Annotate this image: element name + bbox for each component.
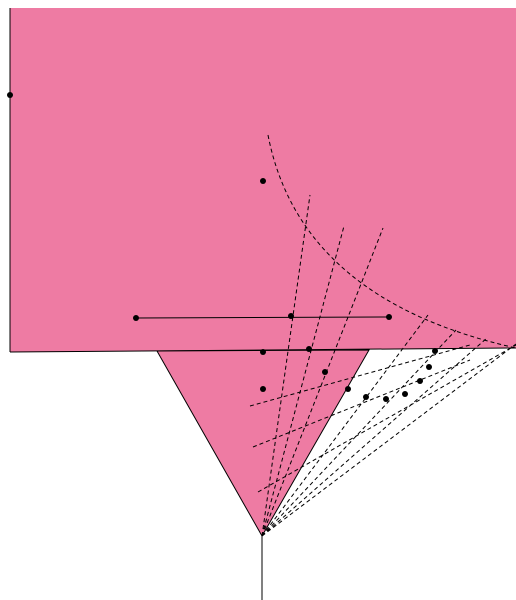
fan-lines: [249, 194, 516, 537]
point: [402, 391, 408, 397]
point: [288, 313, 294, 319]
point: [426, 364, 432, 370]
point: [322, 369, 328, 375]
point: [260, 386, 266, 392]
point: [260, 178, 266, 184]
point: [345, 386, 351, 392]
point: [306, 346, 312, 352]
point: [133, 315, 139, 321]
point: [363, 394, 369, 400]
point: [260, 349, 266, 355]
fan-line: [261, 329, 457, 537]
cross-line: [257, 344, 516, 493]
points: [7, 92, 438, 402]
fan-line: [261, 194, 311, 537]
point: [383, 396, 389, 402]
fan-line: [261, 337, 488, 537]
point: [7, 92, 13, 98]
point: [432, 348, 438, 354]
cross-line: [252, 359, 471, 448]
cross-line: [249, 344, 471, 407]
fan-line: [261, 225, 345, 537]
fan-line: [261, 227, 384, 537]
arc: [267, 134, 516, 349]
point: [417, 378, 423, 384]
point: [386, 314, 392, 320]
segment: [135, 316, 390, 319]
